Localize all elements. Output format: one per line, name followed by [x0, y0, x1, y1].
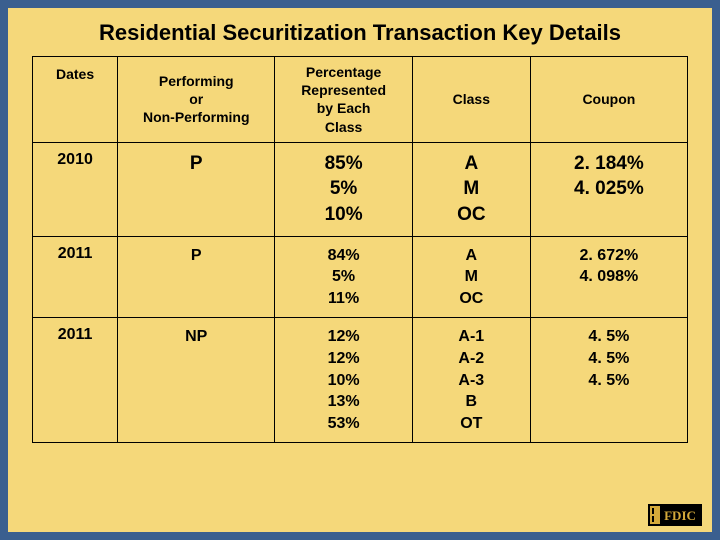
table-row: 2011P84%5%11%AMOC2. 672%4. 098%	[33, 236, 688, 318]
cell-percentage: 84%5%11%	[275, 236, 413, 318]
fdic-logo: FDIC	[648, 504, 702, 526]
cell-date: 2011	[33, 318, 118, 443]
page-title: Residential Securitization Transaction K…	[32, 20, 688, 46]
svg-text:FDIC: FDIC	[664, 508, 696, 523]
cell-coupon: 4. 5%4. 5%4. 5%	[530, 318, 687, 443]
col-class: Class	[412, 57, 530, 143]
details-table: Dates PerformingorNon-Performing Percent…	[32, 56, 688, 443]
cell-performing: NP	[118, 318, 275, 443]
col-dates: Dates	[33, 57, 118, 143]
col-coupon: Coupon	[530, 57, 687, 143]
cell-date: 2011	[33, 236, 118, 318]
cell-class: AMOC	[412, 236, 530, 318]
cell-class: AMOC	[412, 142, 530, 236]
cell-coupon: 2. 184%4. 025%	[530, 142, 687, 236]
col-performing: PerformingorNon-Performing	[118, 57, 275, 143]
table-row: 2010P85%5%10%AMOC2. 184%4. 025%	[33, 142, 688, 236]
table-row: 2011NP12%12%10%13%53%A-1A-2A-3BOT4. 5%4.…	[33, 318, 688, 443]
cell-percentage: 85%5%10%	[275, 142, 413, 236]
cell-class: A-1A-2A-3BOT	[412, 318, 530, 443]
cell-date: 2010	[33, 142, 118, 236]
cell-coupon: 2. 672%4. 098%	[530, 236, 687, 318]
cell-performing: P	[118, 236, 275, 318]
cell-performing: P	[118, 142, 275, 236]
slide: Residential Securitization Transaction K…	[8, 8, 712, 532]
table-body: 2010P85%5%10%AMOC2. 184%4. 025%2011P84%5…	[33, 142, 688, 443]
table-header-row: Dates PerformingorNon-Performing Percent…	[33, 57, 688, 143]
cell-percentage: 12%12%10%13%53%	[275, 318, 413, 443]
col-percentage: PercentageRepresentedby EachClass	[275, 57, 413, 143]
